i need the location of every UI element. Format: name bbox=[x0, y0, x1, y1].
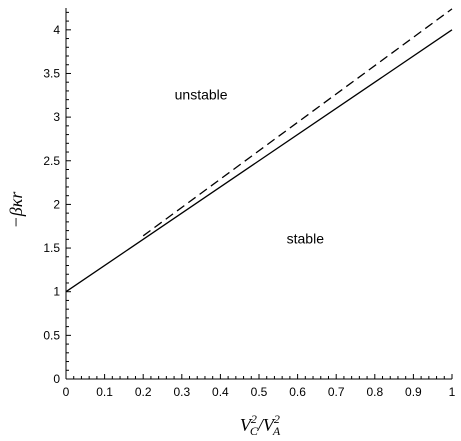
x-axis-title: V2 C/V2 A bbox=[240, 412, 281, 438]
y-axis-title: −βκr bbox=[6, 191, 26, 229]
x-tick-label: 0.2 bbox=[135, 385, 152, 399]
x-tick-label: 0.3 bbox=[173, 385, 190, 399]
x-tick-label: 0.6 bbox=[289, 385, 306, 399]
x-tick-label: 0.4 bbox=[212, 385, 229, 399]
y-tick-label: 1 bbox=[53, 285, 60, 299]
ticks: 0 0.1 0.2 0.3 0.4 0.5 0.6 0.7 0.8 0.9 1 0 0.5 1 1.5 2 2.… bbox=[43, 11, 456, 399]
y-tick-label: 2.5 bbox=[43, 154, 60, 168]
x-tick-label: 0.5 bbox=[251, 385, 268, 399]
dashed-series-line bbox=[142, 8, 453, 237]
x-tick-label: 0 bbox=[63, 385, 70, 399]
y-tick-label: 3.5 bbox=[43, 66, 60, 80]
y-tick-label: 0.5 bbox=[43, 328, 60, 342]
x-tick-label: 0.7 bbox=[328, 385, 345, 399]
series-lines bbox=[65, 8, 453, 293]
y-tick-label: 1.5 bbox=[43, 241, 60, 255]
x-tick-label: 0.9 bbox=[405, 385, 422, 399]
region-label-unstable: unstable bbox=[175, 87, 228, 103]
y-tick-label: 4 bbox=[53, 23, 60, 37]
x-tick-label: 0.8 bbox=[366, 385, 383, 399]
annotations: unstable stable bbox=[175, 87, 325, 247]
solid-series-line bbox=[65, 29, 453, 293]
x-tick-label: 1 bbox=[449, 385, 456, 399]
axes bbox=[65, 8, 452, 380]
y-tick-label: 0 bbox=[53, 372, 60, 386]
x-tick-label: 0.1 bbox=[96, 385, 113, 399]
y-tick-label: 3 bbox=[53, 110, 60, 124]
y-tick-label: 2 bbox=[53, 197, 60, 211]
region-label-stable: stable bbox=[287, 231, 325, 247]
